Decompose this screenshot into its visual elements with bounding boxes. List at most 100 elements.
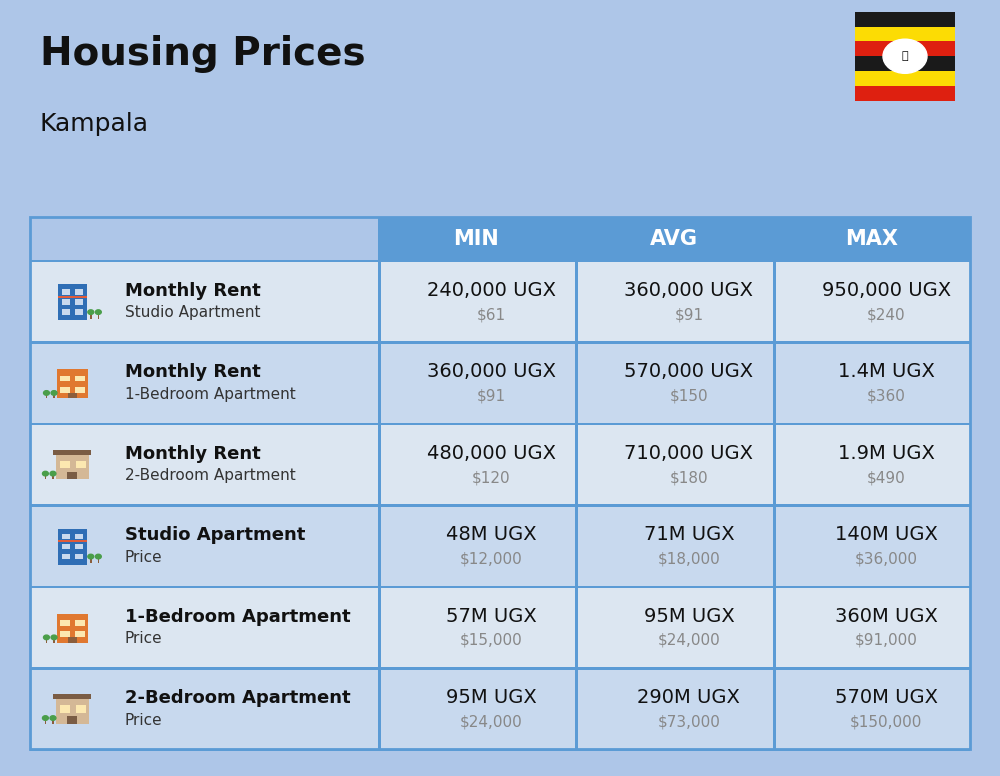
FancyBboxPatch shape: [30, 586, 115, 667]
Text: 1.9M UGX: 1.9M UGX: [838, 444, 935, 462]
FancyBboxPatch shape: [378, 260, 575, 341]
FancyBboxPatch shape: [75, 289, 83, 295]
FancyBboxPatch shape: [378, 423, 381, 504]
Text: Price: Price: [125, 550, 162, 565]
FancyBboxPatch shape: [855, 12, 955, 26]
FancyBboxPatch shape: [378, 217, 575, 260]
Text: 95M UGX: 95M UGX: [644, 607, 734, 625]
FancyBboxPatch shape: [115, 341, 378, 423]
FancyBboxPatch shape: [75, 544, 83, 549]
FancyBboxPatch shape: [378, 423, 575, 504]
Text: Monthly Rent: Monthly Rent: [125, 445, 260, 462]
FancyBboxPatch shape: [773, 586, 970, 667]
FancyBboxPatch shape: [75, 631, 85, 637]
FancyBboxPatch shape: [575, 586, 773, 667]
Text: 570M UGX: 570M UGX: [835, 688, 938, 707]
FancyBboxPatch shape: [30, 667, 115, 749]
Text: 570,000 UGX: 570,000 UGX: [624, 362, 753, 381]
FancyBboxPatch shape: [68, 637, 77, 643]
FancyBboxPatch shape: [30, 217, 115, 260]
FancyBboxPatch shape: [58, 540, 87, 542]
Text: $91: $91: [674, 307, 703, 322]
FancyBboxPatch shape: [60, 376, 70, 382]
FancyBboxPatch shape: [115, 667, 378, 749]
Text: $120: $120: [472, 470, 511, 485]
Circle shape: [88, 554, 94, 559]
FancyBboxPatch shape: [76, 705, 86, 712]
FancyBboxPatch shape: [773, 260, 970, 341]
Text: MIN: MIN: [454, 229, 499, 248]
Text: 48M UGX: 48M UGX: [446, 525, 537, 544]
FancyBboxPatch shape: [75, 386, 85, 393]
FancyBboxPatch shape: [378, 504, 381, 586]
FancyBboxPatch shape: [773, 341, 970, 423]
FancyBboxPatch shape: [30, 504, 115, 586]
FancyBboxPatch shape: [60, 620, 70, 626]
Text: $360: $360: [867, 389, 906, 404]
FancyBboxPatch shape: [60, 631, 70, 637]
Circle shape: [95, 310, 101, 314]
FancyBboxPatch shape: [53, 450, 91, 455]
FancyBboxPatch shape: [67, 472, 77, 479]
FancyBboxPatch shape: [57, 369, 88, 399]
FancyBboxPatch shape: [62, 534, 70, 539]
Text: 2-Bedroom Apartment: 2-Bedroom Apartment: [125, 689, 350, 707]
FancyBboxPatch shape: [575, 504, 578, 586]
FancyBboxPatch shape: [90, 314, 92, 319]
FancyBboxPatch shape: [378, 586, 381, 667]
FancyBboxPatch shape: [52, 719, 54, 723]
Text: AVG: AVG: [650, 229, 698, 248]
Circle shape: [50, 715, 56, 720]
Circle shape: [95, 554, 101, 559]
Text: $15,000: $15,000: [460, 633, 523, 648]
FancyBboxPatch shape: [855, 26, 955, 41]
Text: $73,000: $73,000: [657, 715, 720, 729]
FancyBboxPatch shape: [60, 386, 70, 393]
FancyBboxPatch shape: [575, 504, 773, 586]
FancyBboxPatch shape: [30, 341, 115, 423]
FancyBboxPatch shape: [98, 558, 99, 563]
FancyBboxPatch shape: [68, 393, 77, 399]
Text: $490: $490: [867, 470, 906, 485]
Circle shape: [44, 635, 49, 639]
Text: $24,000: $24,000: [658, 633, 720, 648]
FancyBboxPatch shape: [62, 544, 70, 549]
Text: $12,000: $12,000: [460, 552, 523, 566]
Text: 950,000 UGX: 950,000 UGX: [822, 281, 951, 300]
FancyBboxPatch shape: [62, 310, 70, 315]
FancyBboxPatch shape: [56, 455, 89, 479]
FancyBboxPatch shape: [773, 423, 776, 504]
FancyBboxPatch shape: [90, 558, 92, 563]
FancyBboxPatch shape: [575, 667, 773, 749]
FancyBboxPatch shape: [53, 695, 91, 699]
Text: $24,000: $24,000: [460, 715, 523, 729]
Text: 🦅: 🦅: [902, 51, 908, 61]
FancyBboxPatch shape: [30, 504, 970, 507]
FancyBboxPatch shape: [773, 667, 970, 749]
FancyBboxPatch shape: [115, 423, 378, 504]
FancyBboxPatch shape: [60, 705, 70, 712]
FancyBboxPatch shape: [58, 296, 87, 298]
Circle shape: [88, 310, 94, 314]
FancyBboxPatch shape: [30, 667, 970, 670]
Text: Monthly Rent: Monthly Rent: [125, 363, 260, 381]
Text: MAX: MAX: [845, 229, 898, 248]
FancyBboxPatch shape: [30, 260, 115, 341]
Text: 1-Bedroom Apartment: 1-Bedroom Apartment: [125, 608, 350, 625]
FancyBboxPatch shape: [75, 554, 83, 559]
Text: Studio Apartment: Studio Apartment: [125, 526, 305, 544]
FancyBboxPatch shape: [115, 260, 378, 341]
Text: $180: $180: [670, 470, 708, 485]
FancyBboxPatch shape: [75, 620, 85, 626]
Text: 71M UGX: 71M UGX: [644, 525, 734, 544]
FancyBboxPatch shape: [378, 667, 575, 749]
FancyBboxPatch shape: [855, 57, 955, 71]
Text: Housing Prices: Housing Prices: [40, 36, 366, 73]
FancyBboxPatch shape: [575, 586, 578, 667]
FancyBboxPatch shape: [57, 614, 88, 643]
Text: $91: $91: [477, 389, 506, 404]
FancyBboxPatch shape: [115, 217, 378, 260]
FancyBboxPatch shape: [773, 423, 970, 504]
FancyBboxPatch shape: [30, 586, 970, 588]
Text: 1-Bedroom Apartment: 1-Bedroom Apartment: [125, 387, 295, 402]
